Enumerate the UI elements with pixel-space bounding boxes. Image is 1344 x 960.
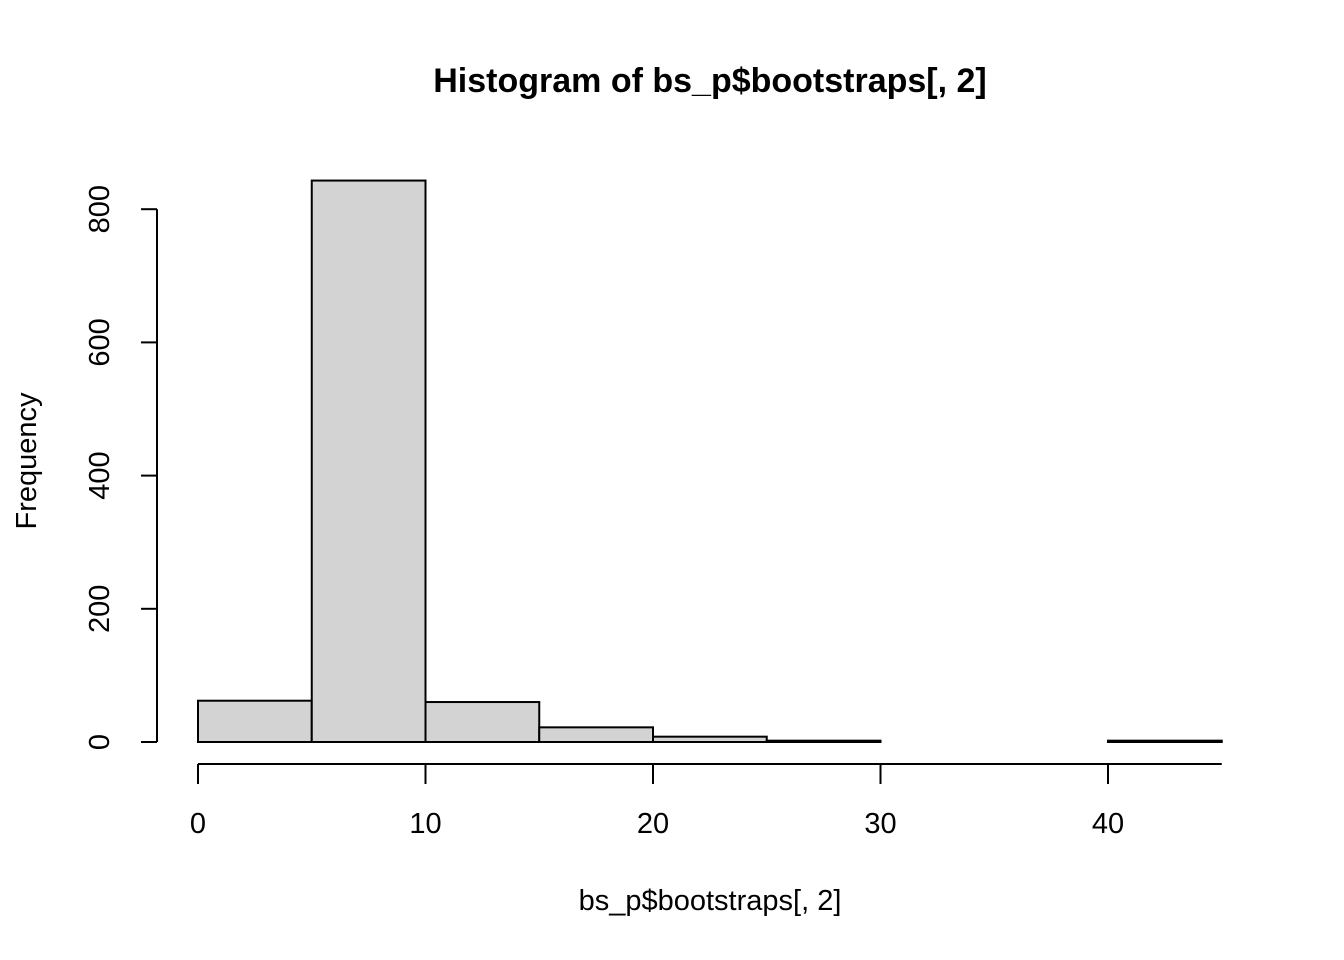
y-tick-label: 0 [84, 734, 116, 750]
bars-group [197, 179, 1223, 744]
x-axis-label: bs_p$bootstraps[, 2] [579, 885, 842, 917]
y-tick-label: 800 [84, 185, 116, 233]
histogram-bar [765, 739, 882, 744]
x-tick-label: 0 [190, 808, 206, 840]
y-axis-label: Frequency [11, 392, 43, 530]
x-tick-label: 30 [864, 808, 896, 840]
y-axis: 0 200 400 600 800 [84, 185, 158, 750]
y-tick-label: 400 [84, 451, 116, 499]
x-tick-label: 20 [637, 808, 669, 840]
chart-title: Histogram of bs_p$bootstraps[, 2] [433, 62, 987, 100]
x-tick-label: 10 [409, 808, 441, 840]
x-axis: 0 10 20 30 40 [190, 763, 1222, 840]
histogram-bar [197, 699, 313, 744]
histogram-bar [538, 726, 654, 744]
x-tick-label: 40 [1092, 808, 1124, 840]
y-tick-label: 200 [84, 585, 116, 633]
histogram-bar [1107, 739, 1223, 744]
y-tick-label: 600 [84, 318, 116, 366]
histogram-bar [310, 179, 427, 743]
histogram-bar [424, 701, 541, 743]
histogram-bar [652, 735, 768, 743]
